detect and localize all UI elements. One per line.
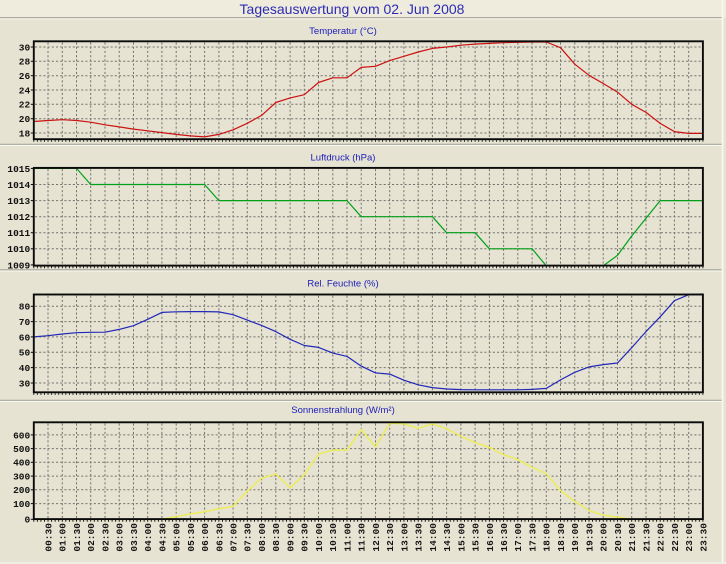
svg-text:Tagesauswertung vom 02. Jun 20: Tagesauswertung vom 02. Jun 2008 — [240, 1, 465, 17]
svg-text:09:00: 09:00 — [286, 523, 297, 552]
svg-text:21:30: 21:30 — [641, 523, 652, 552]
svg-text:19:00: 19:00 — [570, 523, 581, 552]
svg-text:22: 22 — [19, 100, 31, 111]
svg-text:03:30: 03:30 — [129, 523, 140, 552]
svg-text:Sonnenstrahlung (W/m²): Sonnenstrahlung (W/m²) — [291, 405, 394, 416]
svg-text:30: 30 — [19, 42, 31, 53]
svg-text:18:00: 18:00 — [542, 523, 553, 552]
svg-text:20:00: 20:00 — [599, 523, 610, 552]
svg-text:04:00: 04:00 — [143, 523, 154, 552]
svg-text:24: 24 — [19, 85, 31, 96]
svg-text:13:30: 13:30 — [414, 523, 425, 552]
svg-text:15:00: 15:00 — [456, 523, 467, 552]
svg-text:80: 80 — [19, 302, 31, 313]
svg-text:23:30: 23:30 — [698, 523, 709, 552]
svg-text:28: 28 — [19, 57, 31, 68]
svg-text:100: 100 — [13, 499, 30, 510]
svg-text:23:00: 23:00 — [684, 523, 695, 552]
svg-text:03:00: 03:00 — [115, 523, 126, 552]
svg-text:09:30: 09:30 — [300, 523, 311, 552]
svg-text:20:30: 20:30 — [613, 523, 624, 552]
svg-text:15:30: 15:30 — [471, 523, 482, 552]
svg-text:01:00: 01:00 — [58, 523, 69, 552]
svg-text:20: 20 — [19, 114, 31, 125]
svg-text:18: 18 — [19, 128, 31, 139]
svg-text:Temperatur (°C): Temperatur (°C) — [309, 26, 377, 37]
svg-text:16:30: 16:30 — [499, 523, 510, 552]
svg-text:13:00: 13:00 — [399, 523, 410, 552]
svg-text:01:30: 01:30 — [72, 523, 83, 552]
svg-text:17:00: 17:00 — [513, 523, 524, 552]
svg-text:10:30: 10:30 — [328, 523, 339, 552]
svg-text:12:00: 12:00 — [371, 523, 382, 552]
svg-text:17:30: 17:30 — [528, 523, 539, 552]
svg-text:08:00: 08:00 — [257, 523, 268, 552]
svg-text:0: 0 — [24, 515, 30, 526]
svg-text:1011: 1011 — [7, 228, 30, 239]
svg-text:07:30: 07:30 — [243, 523, 254, 552]
svg-text:07:00: 07:00 — [229, 523, 240, 552]
svg-text:50: 50 — [19, 348, 31, 359]
svg-text:1015: 1015 — [7, 164, 30, 175]
svg-text:06:30: 06:30 — [214, 523, 225, 552]
svg-text:05:00: 05:00 — [172, 523, 183, 552]
svg-text:19:30: 19:30 — [584, 523, 595, 552]
svg-text:500: 500 — [13, 444, 30, 455]
svg-text:26: 26 — [19, 71, 31, 82]
svg-text:18:30: 18:30 — [556, 523, 567, 552]
svg-text:14:30: 14:30 — [442, 523, 453, 552]
svg-text:Luftdruck (hPa): Luftdruck (hPa) — [311, 153, 376, 164]
svg-text:60: 60 — [19, 332, 31, 343]
svg-text:200: 200 — [13, 485, 30, 496]
svg-text:1014: 1014 — [7, 180, 30, 191]
svg-text:22:00: 22:00 — [656, 523, 667, 552]
svg-text:12:30: 12:30 — [385, 523, 396, 552]
svg-text:05:30: 05:30 — [186, 523, 197, 552]
svg-text:30: 30 — [19, 378, 31, 389]
svg-text:08:30: 08:30 — [271, 523, 282, 552]
svg-text:40: 40 — [19, 363, 31, 374]
svg-text:10:00: 10:00 — [314, 523, 325, 552]
svg-text:1009: 1009 — [7, 260, 30, 271]
svg-text:11:30: 11:30 — [357, 523, 368, 552]
svg-text:02:30: 02:30 — [100, 523, 111, 552]
svg-text:70: 70 — [19, 317, 31, 328]
svg-text:1010: 1010 — [7, 244, 30, 255]
svg-text:00:30: 00:30 — [43, 523, 54, 552]
svg-text:16:00: 16:00 — [485, 523, 496, 552]
svg-text:21:00: 21:00 — [627, 523, 638, 552]
svg-text:300: 300 — [13, 472, 30, 483]
svg-text:Rel. Feuchte (%): Rel. Feuchte (%) — [307, 279, 378, 290]
svg-text:1013: 1013 — [7, 196, 30, 207]
svg-text:22:30: 22:30 — [670, 523, 681, 552]
svg-text:02:00: 02:00 — [86, 523, 97, 552]
svg-text:04:30: 04:30 — [157, 523, 168, 552]
svg-text:400: 400 — [13, 458, 30, 469]
svg-text:600: 600 — [13, 430, 30, 441]
svg-text:14:00: 14:00 — [428, 523, 439, 552]
svg-text:11:00: 11:00 — [342, 523, 353, 552]
svg-text:06:00: 06:00 — [200, 523, 211, 552]
svg-text:1012: 1012 — [7, 212, 30, 223]
